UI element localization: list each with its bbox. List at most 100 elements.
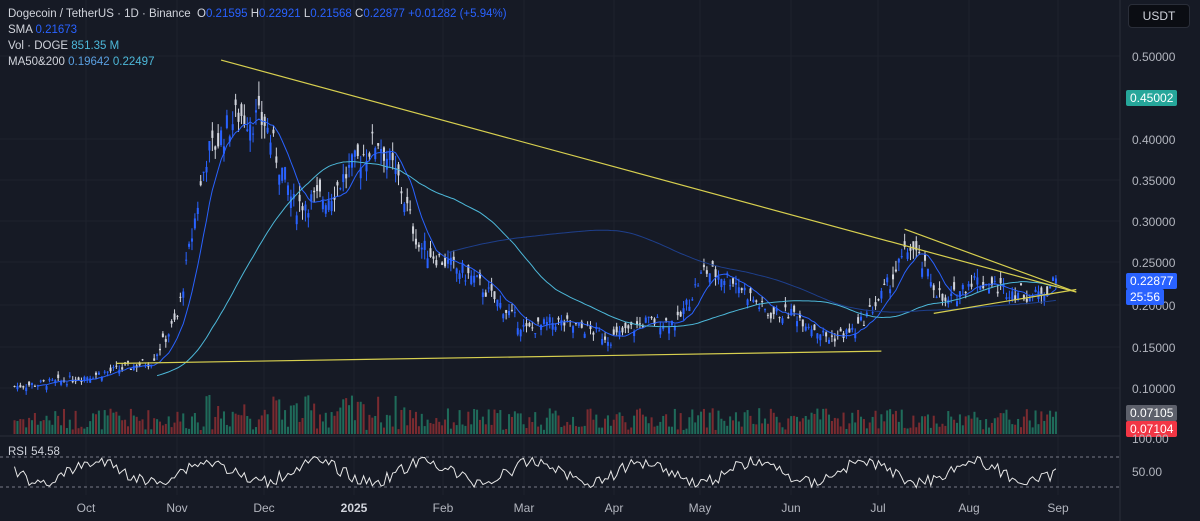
- candle-body: [153, 358, 156, 361]
- ma200-line: [447, 229, 1056, 313]
- volume-bar: [825, 408, 828, 434]
- volume-bar: [22, 419, 25, 434]
- candle-body: [278, 174, 281, 185]
- volume-bar: [525, 427, 528, 434]
- volume-bar: [865, 428, 868, 434]
- candle-body: [225, 115, 228, 129]
- rsi-legend[interactable]: RSI 54.58: [8, 446, 60, 458]
- candle-body: [510, 309, 513, 311]
- symbol-title[interactable]: Dogecoin / TetherUS · 1D · Binance: [8, 8, 191, 20]
- candle-body: [563, 321, 566, 326]
- volume-bar: [51, 424, 54, 434]
- candle-body: [1022, 295, 1025, 300]
- volume-bar: [278, 399, 281, 434]
- volume-bar: [714, 429, 717, 434]
- candle-body: [289, 196, 292, 208]
- candle-body: [828, 339, 831, 344]
- volume-bar: [650, 417, 653, 434]
- volume-bar: [633, 415, 636, 434]
- candle-body: [126, 361, 130, 363]
- candle-body: [380, 149, 383, 152]
- volume-bar: [493, 409, 496, 434]
- volume-bar: [318, 414, 321, 434]
- volume-bar: [778, 422, 781, 434]
- candle-body: [528, 323, 531, 327]
- volume-bar: [883, 421, 886, 434]
- volume-bar: [473, 409, 476, 434]
- candle-body: [1008, 297, 1011, 299]
- candle-body: [22, 386, 25, 388]
- volume-bar: [891, 414, 895, 434]
- candle-body: [636, 321, 639, 325]
- candle-body: [470, 275, 473, 285]
- chart-grid: [0, 0, 1120, 495]
- volume-bar: [609, 425, 612, 434]
- volume-bar: [412, 418, 415, 434]
- candle-body: [394, 168, 397, 174]
- volume-bar: [496, 413, 499, 434]
- volume-bar: [196, 422, 199, 434]
- volume-bar: [705, 427, 708, 434]
- candle-body: [333, 197, 336, 200]
- candle-body: [551, 323, 554, 330]
- candle-body: [577, 322, 580, 326]
- volume-bar: [630, 427, 633, 434]
- volume-bar: [135, 416, 138, 434]
- volume-bar: [60, 425, 63, 434]
- candle-body: [318, 179, 321, 192]
- volume-bar: [985, 419, 988, 434]
- candle-body: [97, 372, 100, 375]
- candle-body: [449, 257, 452, 265]
- volume-bar: [188, 428, 191, 434]
- candle-body: [967, 283, 970, 287]
- volume-bar: [141, 419, 144, 434]
- candle-body: [641, 325, 644, 328]
- volume-bar: [528, 417, 531, 434]
- candle-body: [548, 317, 551, 323]
- candle-body: [353, 150, 356, 157]
- volume-label[interactable]: Vol · DOGE: [8, 40, 69, 52]
- sma-label[interactable]: SMA: [8, 24, 33, 36]
- candle-body: [362, 154, 365, 156]
- candle-body: [284, 167, 287, 180]
- level-price-tag: 0.45002: [1126, 90, 1178, 106]
- candle-body: [755, 300, 758, 302]
- volume-bar: [752, 423, 755, 434]
- candle-body: [150, 365, 153, 367]
- ma-label[interactable]: MA50&200: [8, 56, 65, 68]
- candle-body: [732, 278, 735, 284]
- candle-body: [668, 327, 671, 334]
- candle-body: [132, 365, 135, 371]
- candle-body: [833, 338, 836, 342]
- candle-body: [557, 317, 560, 320]
- volume-bar: [211, 429, 214, 434]
- quote-currency-button[interactable]: USDT: [1128, 4, 1190, 28]
- volume-bar: [28, 417, 31, 434]
- volume-bar: [577, 426, 580, 434]
- candle-body: [382, 147, 385, 161]
- candle-body: [190, 238, 194, 242]
- candle-body: [217, 133, 220, 147]
- volume-bar: [298, 421, 301, 434]
- volume-bar: [150, 429, 153, 434]
- candle-body: [583, 333, 586, 338]
- volume-bar: [467, 411, 470, 434]
- volume-bar: [647, 423, 650, 434]
- volume-bar: [333, 415, 336, 434]
- candle-body: [292, 193, 295, 199]
- volume-bar: [912, 415, 915, 434]
- candle-body: [618, 330, 621, 337]
- candle-body: [665, 318, 668, 321]
- candle-body: [729, 285, 732, 287]
- candle-body: [810, 329, 813, 337]
- volume-bar: [45, 415, 48, 434]
- candle-body: [286, 185, 289, 195]
- candle-body: [185, 259, 188, 261]
- candle-body: [342, 174, 345, 183]
- candle-body: [688, 306, 691, 312]
- candle-body: [28, 381, 31, 386]
- volume-bar: [955, 422, 959, 434]
- candle-body: [606, 341, 609, 346]
- candle-body: [272, 129, 275, 134]
